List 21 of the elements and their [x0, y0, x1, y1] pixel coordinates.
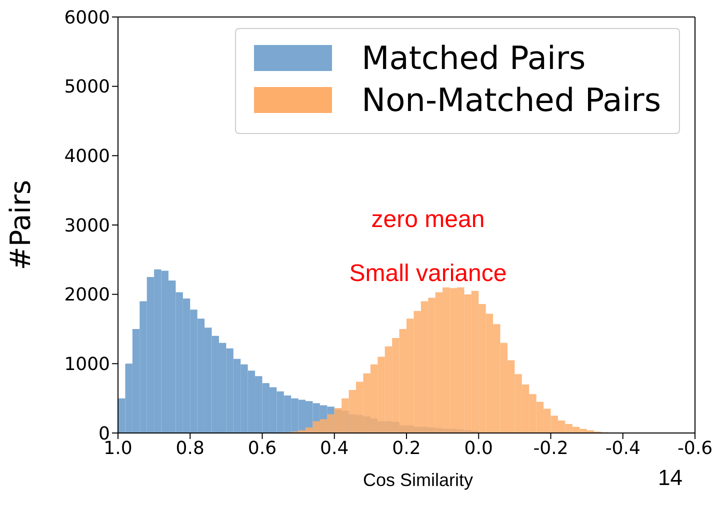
y-axis-title: #Pairs [4, 180, 37, 270]
x-tick-label: 0.8 [176, 438, 204, 459]
y-tick-label: 4000 [64, 146, 110, 168]
x-axis-title: Cos Similarity [362, 470, 473, 490]
y-tick-label: 5000 [64, 76, 110, 98]
x-tick-label: 0.0 [464, 438, 493, 459]
y-tick-label: 6000 [64, 7, 110, 28]
x-tick-label: -0.6 [677, 438, 713, 459]
x-tick-label: -0.4 [605, 438, 640, 459]
annotation: zero mean [370, 206, 486, 234]
legend-label: Matched Pairs [362, 39, 586, 77]
x-tick-label: 0.6 [248, 438, 277, 459]
x-tick-label: 0.2 [392, 438, 421, 459]
legend-label: Non-Matched Pairs [362, 81, 661, 119]
y-tick-label: 3000 [64, 215, 110, 236]
x-tick-label: -0.2 [533, 438, 568, 459]
text: 14 [658, 465, 682, 491]
x-tick-label: 0.4 [320, 438, 349, 459]
annotation: Small variance [348, 260, 508, 288]
y-tick-label: 2000 [64, 284, 110, 306]
y-tick-label: 1000 [64, 354, 110, 376]
